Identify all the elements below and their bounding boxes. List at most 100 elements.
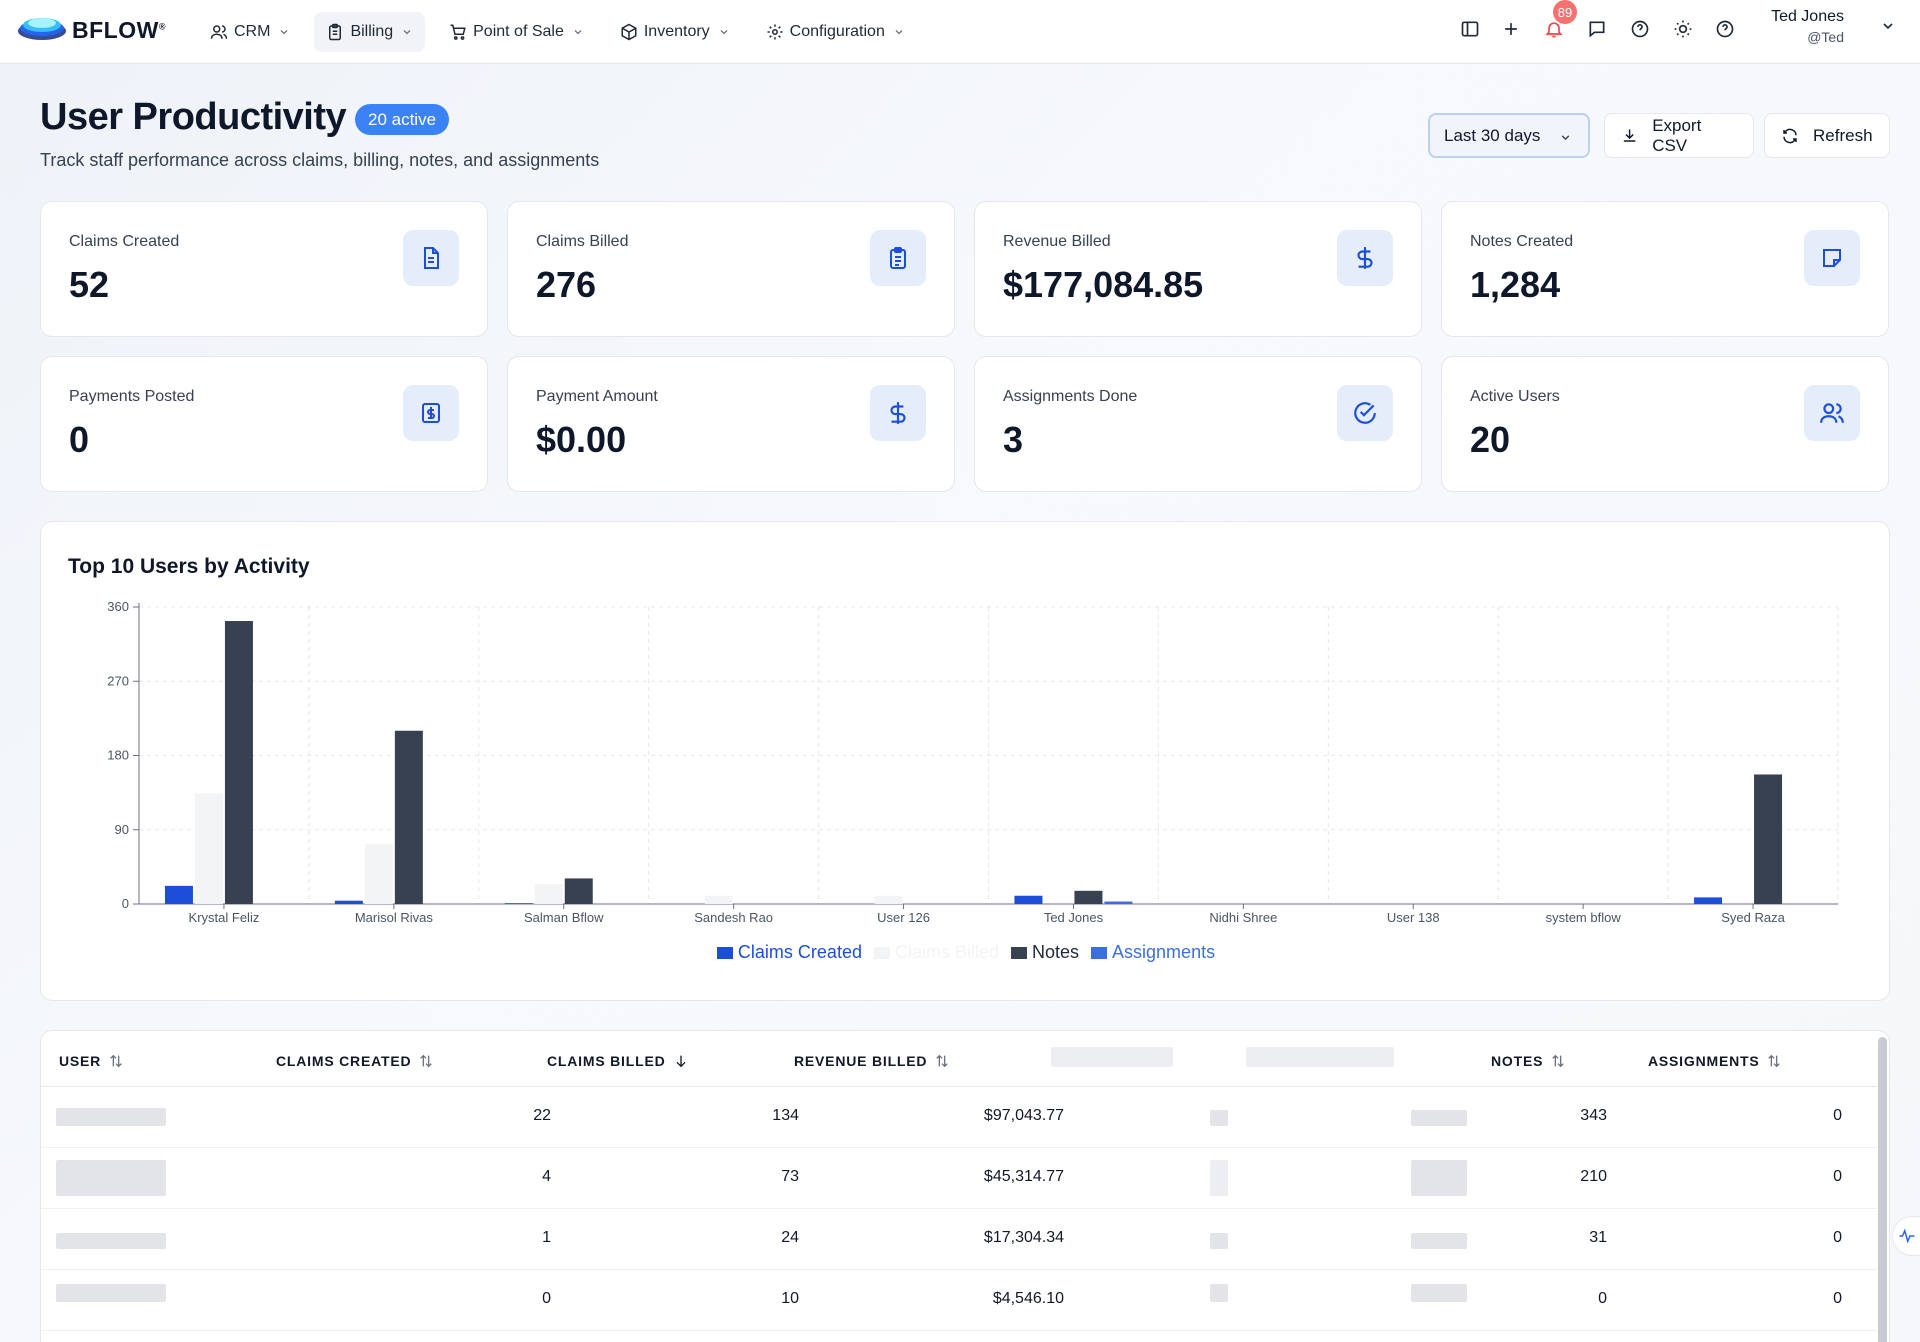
stat-label: Payments Posted bbox=[69, 388, 195, 405]
stat-value: 0 bbox=[69, 419, 90, 460]
redacted-cell bbox=[1210, 1233, 1228, 1249]
help-button[interactable] bbox=[1625, 14, 1655, 44]
support-button[interactable] bbox=[1710, 14, 1740, 44]
redacted-cell bbox=[1411, 1284, 1467, 1302]
notifications-button[interactable]: 89 bbox=[1539, 0, 1577, 44]
cell-claims-billed: 24 bbox=[781, 1229, 799, 1246]
add-button[interactable] bbox=[1496, 14, 1526, 44]
stat-label: Revenue Billed bbox=[1003, 233, 1111, 250]
question-icon bbox=[1716, 20, 1734, 38]
chevron-down-icon bbox=[1561, 135, 1570, 141]
legend-item[interactable]: Assignments bbox=[1091, 942, 1215, 963]
refresh-button[interactable]: Refresh bbox=[1764, 113, 1890, 158]
table-row[interactable]: 22 134 $97,043.77 343 0 bbox=[41, 1087, 1877, 1148]
bar-notes bbox=[1074, 890, 1103, 904]
sort-icon bbox=[936, 1054, 949, 1068]
bar-claims-created bbox=[164, 885, 193, 904]
cell-claims-billed: 10 bbox=[781, 1290, 799, 1307]
bflow-logo[interactable]: BFLOW® bbox=[16, 12, 166, 48]
column-header-user[interactable]: USER bbox=[59, 1053, 124, 1069]
chevron-down-icon bbox=[280, 30, 288, 35]
redacted-column-header bbox=[1246, 1047, 1394, 1067]
x-tick-label: Sandesh Rao bbox=[694, 910, 773, 925]
activity-panel-toggle[interactable] bbox=[1892, 1216, 1920, 1256]
y-tick-label: 90 bbox=[115, 822, 129, 837]
table-row[interactable]: 1 24 $17,304.34 31 0 bbox=[41, 1209, 1877, 1270]
cell-revenue-billed: $45,314.77 bbox=[983, 1168, 1064, 1185]
legend-label: Claims Created bbox=[737, 942, 862, 962]
sort-icon bbox=[1768, 1054, 1781, 1068]
column-header-claims-created[interactable]: CLAIMS CREATED bbox=[276, 1053, 434, 1069]
nav-point-of-sale[interactable]: Point of Sale bbox=[437, 12, 596, 52]
nav-configuration[interactable]: Configuration bbox=[754, 12, 917, 52]
bell-icon bbox=[1545, 22, 1563, 38]
table-header-divider bbox=[41, 1086, 1877, 1087]
column-header-notes[interactable]: NOTES bbox=[1491, 1053, 1566, 1069]
nav-inventory[interactable]: Inventory bbox=[608, 12, 742, 52]
dollar-icon bbox=[870, 385, 926, 441]
bar-claims-billed bbox=[874, 895, 903, 904]
table-row[interactable]: 0 10 $4,546.10 0 0 bbox=[41, 1270, 1877, 1331]
bar-claims-billed bbox=[364, 843, 393, 904]
stat-value: 1,284 bbox=[1470, 264, 1561, 305]
help-circle-icon bbox=[1631, 20, 1649, 38]
x-tick-label: Krystal Feliz bbox=[189, 910, 260, 925]
column-header-assignments[interactable]: ASSIGNMENTS bbox=[1648, 1053, 1782, 1069]
bar-notes bbox=[564, 878, 593, 904]
receipt-icon bbox=[403, 385, 459, 441]
column-header-label: CLAIMS BILLED bbox=[547, 1053, 666, 1069]
cell-claims-billed: 134 bbox=[772, 1107, 799, 1124]
date-range-select[interactable]: Last 30 days bbox=[1428, 113, 1590, 158]
bar-notes bbox=[1754, 774, 1783, 904]
box-icon bbox=[621, 23, 637, 41]
redacted-column-header bbox=[1051, 1047, 1173, 1067]
bar-notes bbox=[224, 621, 253, 904]
nav-crm[interactable]: CRM bbox=[198, 12, 302, 52]
column-header-revenue-billed[interactable]: REVENUE BILLED bbox=[794, 1053, 950, 1069]
table-row[interactable]: 4 73 $45,314.77 210 0 bbox=[41, 1148, 1877, 1209]
toggle-sidebar-button[interactable] bbox=[1455, 14, 1485, 44]
nav-billing[interactable]: Billing bbox=[314, 12, 426, 52]
activity-pulse-icon bbox=[1899, 1228, 1914, 1244]
activity-bar-chart: 0 90 180 270 360 Krystal Feliz Marisol Rivas Sa… bbox=[107, 599, 1839, 925]
legend-item[interactable]: Notes bbox=[1011, 942, 1079, 963]
bar-claims-created bbox=[504, 903, 533, 904]
cell-claims-created: 1 bbox=[542, 1229, 551, 1246]
stat-value: $177,084.85 bbox=[1003, 264, 1204, 305]
redacted-user-name bbox=[56, 1160, 166, 1196]
table-scrollbar[interactable] bbox=[1878, 1037, 1887, 1342]
user-menu-chevron-icon[interactable] bbox=[1880, 18, 1896, 34]
messages-button[interactable] bbox=[1582, 14, 1612, 44]
redacted-cell bbox=[1411, 1110, 1467, 1126]
stat-card-claims-created: Claims Created 52 bbox=[40, 201, 488, 337]
stat-label: Active Users bbox=[1470, 388, 1560, 405]
users-icon bbox=[1804, 385, 1860, 441]
theme-toggle-button[interactable] bbox=[1668, 14, 1698, 44]
stat-card-claims-billed: Claims Billed 276 bbox=[507, 201, 955, 337]
cell-assignments: 0 bbox=[1833, 1107, 1842, 1124]
column-header-claims-billed[interactable]: CLAIMS BILLED bbox=[547, 1053, 689, 1069]
column-header-label: REVENUE BILLED bbox=[794, 1053, 928, 1069]
legend-item[interactable]: Claims Billed bbox=[873, 942, 999, 963]
chat-icon bbox=[1589, 21, 1605, 38]
export-csv-button[interactable]: Export CSV bbox=[1604, 113, 1754, 158]
legend-swatch bbox=[716, 946, 733, 959]
legend-item[interactable]: Claims Created bbox=[716, 942, 862, 963]
y-tick-label: 180 bbox=[107, 748, 129, 763]
x-tick-label: Marisol Rivas bbox=[355, 910, 434, 925]
stat-value: $0.00 bbox=[536, 419, 627, 460]
stat-card-assignments-done: Assignments Done 3 bbox=[974, 356, 1422, 492]
nav-billing-label: Billing bbox=[350, 23, 394, 40]
y-tick-label: 360 bbox=[107, 599, 129, 614]
chevron-down-icon bbox=[574, 30, 582, 35]
user-menu[interactable]: Ted Jones @Ted bbox=[1771, 8, 1844, 45]
clipboard-icon bbox=[329, 23, 342, 41]
cell-notes: 210 bbox=[1580, 1168, 1607, 1185]
refresh-label: Refresh bbox=[1813, 125, 1873, 145]
stat-card-revenue-billed: Revenue Billed $177,084.85 bbox=[974, 201, 1422, 337]
cell-revenue-billed: $17,304.34 bbox=[983, 1229, 1064, 1246]
page-title: User Productivity bbox=[40, 96, 347, 138]
legend-swatch bbox=[1091, 946, 1108, 959]
stat-card-payment-amount: Payment Amount $0.00 bbox=[507, 356, 955, 492]
page-subtitle: Track staff performance across claims, b… bbox=[40, 150, 600, 170]
